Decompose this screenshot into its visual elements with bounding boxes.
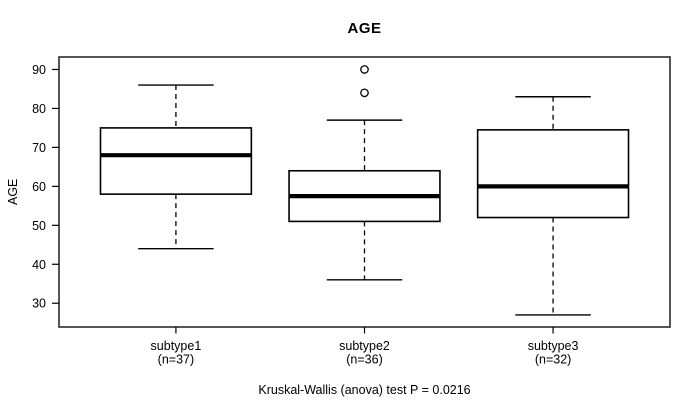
y-tick-label: 90 <box>32 63 46 77</box>
y-tick-label: 30 <box>32 297 46 311</box>
x-group-sublabel: (n=32) <box>535 353 571 367</box>
x-group-sublabel: (n=36) <box>346 353 382 367</box>
outlier-point <box>360 65 369 74</box>
y-tick-label: 80 <box>32 102 46 116</box>
y-tick-label: 40 <box>32 258 46 272</box>
x-group-label: subtype1 <box>151 339 202 353</box>
chart-title: AGE <box>347 20 382 37</box>
x-group-label: subtype3 <box>528 339 579 353</box>
y-tick-label: 60 <box>32 180 46 194</box>
y-tick-label: 50 <box>32 219 46 233</box>
outlier-point <box>360 88 369 98</box>
caption-text: Kruskal-Wallis (anova) test P = 0.0216 <box>258 383 471 397</box>
x-group-label: subtype2 <box>339 339 390 353</box>
iqr-box <box>476 129 630 219</box>
iqr-box <box>99 127 253 195</box>
x-group-sublabel: (n=37) <box>158 353 194 367</box>
y-tick-label: 70 <box>32 141 46 155</box>
